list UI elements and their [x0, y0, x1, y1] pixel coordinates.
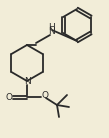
Text: H: H	[48, 22, 54, 31]
Text: O: O	[42, 91, 49, 100]
Text: O: O	[5, 92, 13, 102]
Text: N: N	[24, 77, 31, 86]
Text: N: N	[48, 27, 54, 36]
